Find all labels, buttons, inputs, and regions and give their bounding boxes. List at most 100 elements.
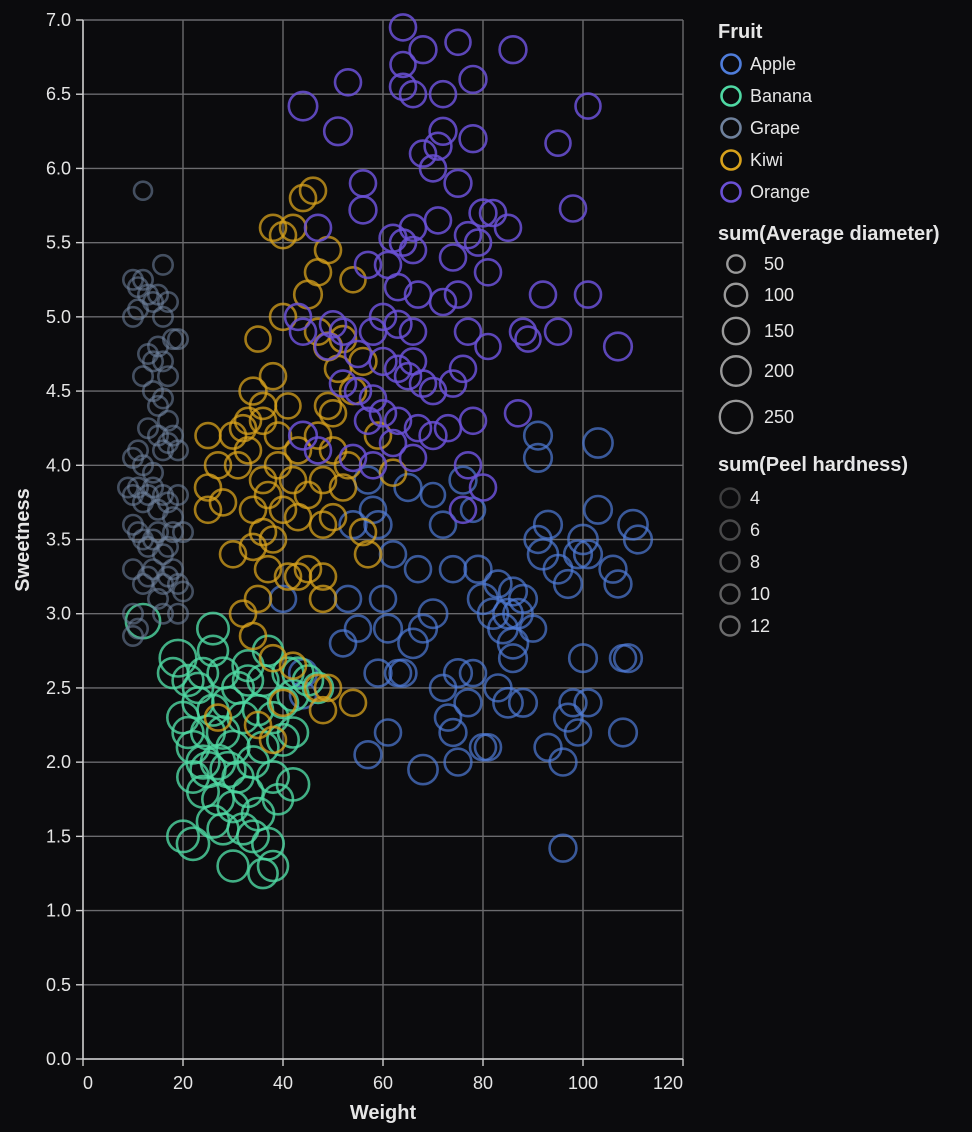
- point-apple: [353, 739, 383, 770]
- point-apple: [582, 427, 614, 459]
- point-grape: [152, 387, 175, 410]
- point-grape: [142, 461, 165, 484]
- point-orange: [313, 332, 343, 361]
- point-apple: [502, 597, 534, 630]
- point-apple: [363, 658, 393, 688]
- y-tick-label: 7.0: [46, 10, 71, 30]
- point-kiwi: [328, 324, 358, 354]
- point-orange: [443, 168, 473, 199]
- point-kiwi: [274, 392, 302, 420]
- opacity-legend-symbol: [719, 519, 741, 541]
- point-kiwi: [258, 361, 288, 391]
- opacity-legend: sum(Peel hardness) 4 6 8 10 12: [718, 454, 908, 637]
- point-apple: [548, 747, 578, 777]
- point-orange: [388, 228, 418, 257]
- point-orange: [408, 139, 438, 168]
- grid-lines: [82, 19, 684, 1060]
- point-orange: [358, 384, 388, 413]
- point-orange: [493, 213, 523, 243]
- point-grape: [122, 624, 145, 647]
- y-tick-label: 3.5: [46, 530, 71, 550]
- point-grape: [152, 602, 175, 625]
- legend-symbol-grape: [720, 117, 742, 139]
- point-orange: [444, 28, 472, 57]
- point-apple: [328, 629, 358, 658]
- point-apple: [407, 753, 439, 786]
- opacity-legend-symbol: [719, 583, 741, 605]
- point-apple: [558, 688, 588, 718]
- size-legend-label: 200: [764, 361, 794, 381]
- point-grape: [142, 350, 165, 373]
- point-orange: [458, 123, 488, 154]
- point-kiwi: [193, 495, 223, 525]
- point-grape: [132, 180, 154, 201]
- point-kiwi: [348, 517, 378, 547]
- point-apple: [438, 554, 468, 584]
- color-legend: Fruit Apple Banana Grape Kiwi Orange: [718, 21, 813, 203]
- point-apple: [523, 524, 553, 555]
- x-tick-label: 100: [568, 1073, 598, 1093]
- point-kiwi: [248, 406, 278, 436]
- point-grape: [167, 483, 190, 506]
- point-kiwi: [233, 406, 263, 436]
- point-grape: [152, 350, 175, 373]
- point-orange: [398, 443, 428, 473]
- point-apple: [532, 509, 564, 540]
- size-legend-symbol: [723, 282, 749, 308]
- point-orange: [303, 213, 333, 243]
- y-axis-ticks: 0.0 0.5 1.0 1.5 2.0 2.5 3.0 3.5 4.0 4.5 5.0 5.5 6.0 6…: [46, 10, 83, 1069]
- point-apple: [343, 614, 373, 643]
- point-kiwi: [243, 584, 273, 614]
- point-apple: [497, 576, 529, 607]
- point-orange: [468, 473, 498, 502]
- point-orange: [398, 79, 428, 109]
- point-kiwi: [244, 325, 272, 353]
- point-orange: [418, 154, 448, 183]
- point-kiwi: [298, 176, 328, 205]
- point-apple: [598, 554, 628, 584]
- point-apple: [438, 717, 468, 748]
- point-banana: [175, 826, 211, 862]
- point-kiwi: [268, 495, 298, 525]
- point-grape: [162, 558, 185, 581]
- point-orange: [328, 369, 358, 398]
- point-orange: [473, 257, 503, 287]
- point-kiwi: [258, 213, 288, 243]
- point-orange: [283, 302, 313, 332]
- y-tick-label: 6.5: [46, 84, 71, 104]
- point-apple: [419, 481, 447, 509]
- point-kiwi: [308, 695, 338, 725]
- point-grape: [147, 587, 170, 610]
- y-tick-label: 4.0: [46, 455, 71, 475]
- point-apple: [428, 510, 458, 540]
- point-apple: [542, 553, 574, 585]
- point-orange: [508, 317, 538, 347]
- point-grape: [147, 521, 170, 544]
- point-kiwi: [248, 517, 278, 547]
- point-orange: [544, 129, 572, 157]
- point-orange: [573, 280, 603, 309]
- point-banana: [185, 744, 221, 780]
- point-kiwi: [238, 532, 268, 562]
- point-kiwi: [203, 703, 233, 732]
- point-orange: [287, 420, 319, 451]
- point-orange: [318, 309, 348, 339]
- x-tick-label: 20: [173, 1073, 193, 1093]
- opacity-legend-label: 10: [750, 584, 770, 604]
- point-kiwi: [363, 421, 393, 450]
- point-apple: [612, 643, 644, 674]
- point-kiwi: [318, 436, 348, 465]
- y-tick-label: 6.0: [46, 158, 71, 178]
- point-banana: [256, 849, 290, 883]
- point-orange: [574, 92, 602, 120]
- point-apple: [492, 686, 524, 719]
- point-orange: [423, 131, 453, 161]
- legend-symbol-orange: [720, 181, 742, 203]
- series-apple: [268, 420, 654, 863]
- size-legend-title: sum(Average diameter): [718, 223, 940, 245]
- opacity-legend-symbol: [719, 551, 741, 573]
- point-grape: [162, 506, 185, 529]
- point-orange: [453, 450, 483, 480]
- point-grape: [152, 253, 175, 276]
